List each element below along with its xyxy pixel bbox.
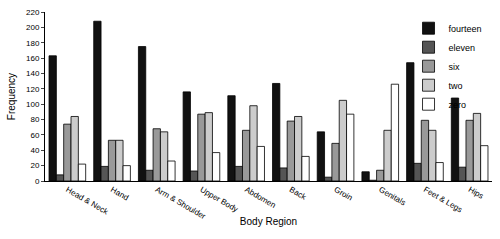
svg-text:40: 40: [30, 146, 39, 155]
svg-text:20: 20: [30, 161, 39, 170]
svg-text:Body Region: Body Region: [240, 216, 297, 227]
svg-text:Upper Body: Upper Body: [198, 185, 239, 214]
svg-text:Hand: Hand: [109, 185, 130, 202]
svg-text:160: 160: [26, 54, 40, 63]
svg-text:120: 120: [26, 85, 40, 94]
svg-text:Arm & Shoulder: Arm & Shoulder: [154, 185, 208, 221]
svg-text:Groin: Groin: [333, 185, 354, 203]
svg-text:fourteen: fourteen: [449, 24, 482, 34]
svg-text:Back: Back: [288, 185, 309, 202]
svg-text:Genitals: Genitals: [377, 185, 407, 207]
svg-text:80: 80: [30, 115, 39, 124]
svg-text:Feet & Legs: Feet & Legs: [422, 185, 464, 214]
svg-text:Head & Neck: Head & Neck: [64, 185, 110, 217]
svg-text:six: six: [449, 62, 460, 72]
svg-text:60: 60: [30, 131, 39, 140]
svg-text:Abdomen: Abdomen: [243, 185, 277, 210]
svg-text:Frequency: Frequency: [6, 73, 17, 120]
svg-text:140: 140: [26, 69, 40, 78]
svg-text:eleven: eleven: [449, 43, 476, 53]
svg-text:zero: zero: [449, 100, 467, 110]
svg-text:180: 180: [26, 39, 40, 48]
svg-text:200: 200: [26, 23, 40, 32]
svg-text:100: 100: [26, 100, 40, 109]
svg-text:220: 220: [26, 8, 40, 17]
svg-text:two: two: [449, 81, 463, 91]
svg-text:0: 0: [35, 177, 40, 186]
svg-text:Hips: Hips: [467, 185, 485, 201]
